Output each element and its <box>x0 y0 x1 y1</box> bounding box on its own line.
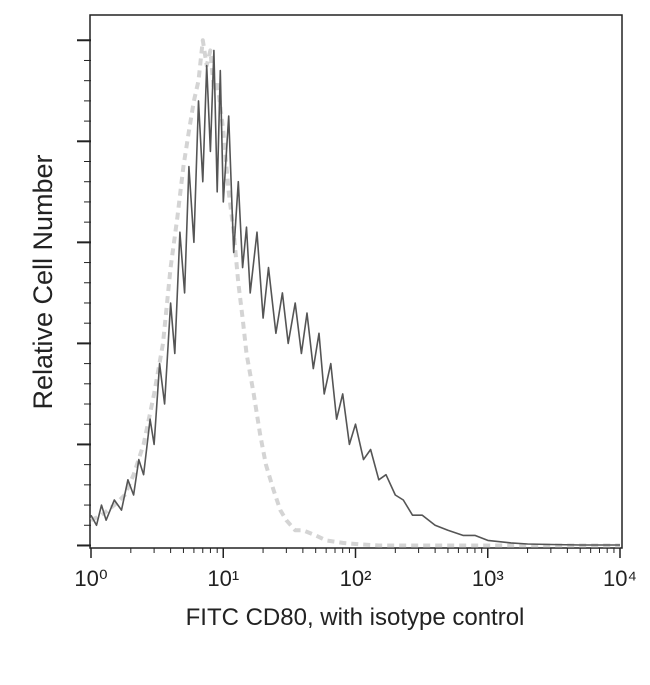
x-tick-label: 10³ <box>472 566 504 591</box>
x-tick-label: 10⁰ <box>74 566 107 591</box>
x-tick-label: 10² <box>340 566 372 591</box>
histogram-line <box>90 49 620 546</box>
x-tick-label: 10⁴ <box>603 566 637 591</box>
x-axis-label: FITC CD80, with isotype control <box>186 604 525 631</box>
plot-frame <box>89 14 623 549</box>
histogram-line <box>90 38 620 548</box>
y-axis-label: Relative Cell Number <box>28 154 58 409</box>
x-tick-label: 10¹ <box>207 566 239 591</box>
